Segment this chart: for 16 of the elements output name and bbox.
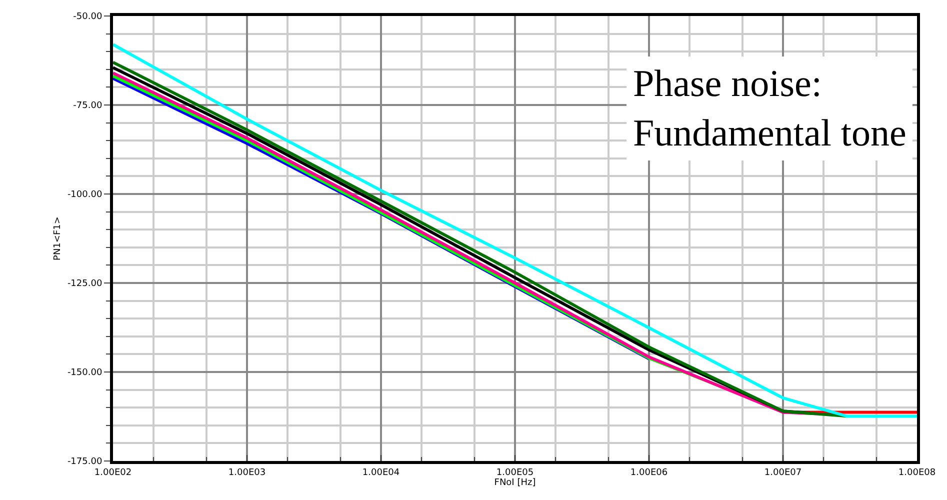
x-tick-label: 1.00E03 <box>228 468 266 478</box>
y-tick-label: -150.00 <box>67 368 102 378</box>
x-tick-label: 1.00E05 <box>496 468 534 478</box>
y-tick-label: -50.00 <box>73 12 102 22</box>
x-tick-label: 1.00E02 <box>94 468 132 478</box>
x-axis-title: FNoI [Hz] <box>494 478 536 488</box>
x-tick-label: 1.00E07 <box>764 468 802 478</box>
y-tick-label: -175.00 <box>67 457 102 468</box>
y-tick-label: -75.00 <box>73 101 102 112</box>
x-tick-label: 1.00E04 <box>362 468 400 478</box>
annotation: Phase noise: Fundamental tone <box>633 63 906 154</box>
y-axis-title: PN1<F1> <box>52 216 63 260</box>
y-tick-label: -125.00 <box>67 279 102 290</box>
x-tick-label: 1.00E06 <box>630 468 668 478</box>
x-tick-label: 1.00E08 <box>898 468 936 478</box>
y-tick-label: -100.00 <box>67 190 102 200</box>
